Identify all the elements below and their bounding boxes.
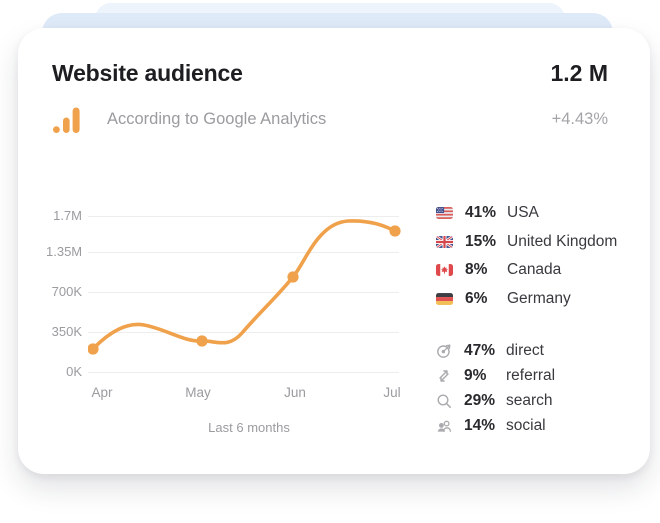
gridline [88, 292, 399, 293]
country-percent: 15% [465, 232, 497, 250]
source-label: social [506, 417, 546, 434]
gridline [88, 372, 399, 373]
card-title: Website audience [52, 60, 243, 86]
referral-arrows-icon [439, 370, 449, 382]
germany-flag-icon [436, 292, 453, 305]
country-name: United Kingdom [507, 232, 618, 250]
y-axis-tick: 350K [51, 324, 82, 339]
x-axis-label: Jun [284, 385, 306, 400]
y-axis-tick: 0K [66, 364, 82, 379]
delta-badge: +4.43% [551, 110, 608, 128]
x-axis-label: Apr [91, 385, 113, 400]
gridline [88, 216, 399, 217]
y-axis-tick: 1.35M [46, 244, 83, 259]
source-row: 9% referral [436, 367, 555, 385]
country-percent: 6% [465, 289, 488, 307]
country-name: USA [507, 204, 539, 221]
source-percent: 14% [464, 417, 496, 434]
google-analytics-icon [53, 107, 80, 133]
data-point-jul[interactable] [389, 225, 401, 237]
source-row: 47% direct [436, 342, 555, 360]
line-series [91, 219, 397, 351]
data-point-may[interactable] [196, 335, 208, 347]
source-label: search [506, 392, 553, 409]
grid-row: 1.35M [46, 244, 399, 260]
usa-flag-icon [436, 207, 453, 219]
gridline [88, 252, 399, 253]
grid-row: 1.7M [46, 208, 399, 224]
source-note: According to Google Analytics [107, 110, 327, 128]
source-percent: 29% [464, 392, 496, 409]
country-percent: 8% [465, 261, 488, 278]
source-label: direct [506, 342, 544, 359]
data-point-apr[interactable] [88, 343, 99, 355]
search-icon [437, 394, 451, 408]
total-audience-value: 1.2 M [550, 60, 608, 86]
country-row: 15% United Kingdom [436, 233, 617, 251]
source-row: 29% search [436, 392, 555, 410]
x-axis-label: May [185, 385, 211, 400]
country-row: 6% Germany [436, 290, 617, 308]
source-row: 14% social [436, 417, 555, 435]
chart-caption: Last 6 months [208, 420, 290, 435]
line-chart-svg [88, 219, 401, 355]
traffic-source-list: 47% direct 9% referral 29% search [436, 342, 555, 435]
data-point-jun[interactable] [287, 271, 299, 283]
people-icon [437, 420, 452, 432]
x-axis-label: Jul [383, 385, 401, 400]
grid-row: 0K [46, 364, 399, 380]
country-name: Canada [507, 261, 562, 278]
uk-flag-icon [436, 235, 453, 248]
country-percent: 41% [465, 204, 497, 221]
canada-flag-icon [436, 264, 453, 276]
audience-line-chart: 1.7M 1.35M 700K 350K 0K Apr May Jun Jul … [46, 206, 431, 466]
source-label: referral [506, 367, 556, 384]
website-audience-card: Website audience 1.2 M According to Goog… [18, 28, 650, 474]
source-percent: 47% [464, 342, 496, 359]
grid-row: 700K [46, 284, 399, 300]
country-breakdown-list: 41% USA 15% United Kingdom [436, 204, 617, 308]
country-row: 8% Canada [436, 261, 617, 279]
country-name: Germany [507, 289, 571, 307]
country-row: 41% USA [436, 204, 617, 222]
target-icon [437, 344, 451, 358]
source-percent: 9% [464, 367, 487, 384]
y-axis-tick: 700K [51, 284, 82, 299]
y-axis-tick: 1.7M [53, 208, 82, 223]
